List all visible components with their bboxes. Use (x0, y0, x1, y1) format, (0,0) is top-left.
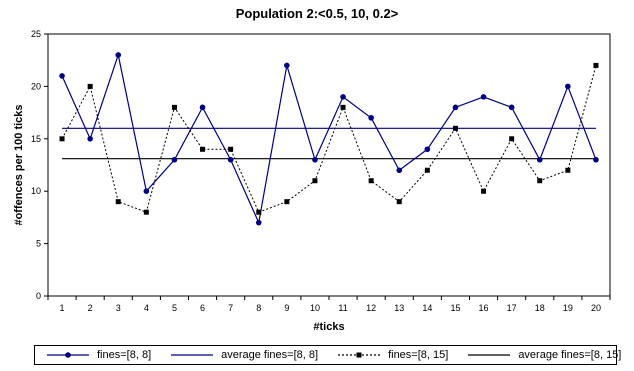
series-line-2 (61, 65, 597, 213)
x-tick-label: 7 (228, 303, 233, 313)
x-tick-label: 15 (450, 303, 460, 313)
legend-swatch (47, 352, 89, 358)
data-point (228, 146, 234, 152)
data-point (284, 199, 290, 205)
x-tick-label: 8 (256, 303, 261, 313)
legend-item: fines=[8, 15] (336, 349, 448, 361)
data-point (284, 62, 290, 69)
data-point (509, 136, 515, 142)
legend: fines=[8, 8] average fines=[8, 8] fines=[8… (34, 345, 621, 365)
y-tick-label: 5 (36, 239, 41, 249)
x-tick-label: 17 (507, 303, 517, 313)
data-point (312, 156, 318, 163)
data-point (452, 104, 459, 111)
data-point (452, 125, 458, 131)
y-tick-label: 0 (36, 291, 41, 301)
data-point (565, 167, 571, 173)
x-tick-label: 19 (563, 303, 573, 313)
data-point (200, 146, 206, 152)
plot-area-frame (47, 33, 611, 297)
x-tick-label: 5 (172, 303, 177, 313)
x-tick-label: 6 (200, 303, 205, 313)
x-tick-label: 12 (366, 303, 376, 313)
data-point (115, 199, 121, 205)
data-point (171, 104, 177, 110)
data-point (537, 178, 543, 184)
data-point (593, 156, 599, 163)
x-axis-title: #ticks (313, 321, 344, 333)
x-tick-label: 9 (284, 303, 289, 313)
x-tick-label: 16 (479, 303, 489, 313)
data-point (396, 199, 402, 205)
data-point (199, 104, 206, 111)
y-tick-label: 10 (31, 186, 41, 196)
legend-label: average fines=[8, 8] (221, 349, 319, 361)
data-point (368, 115, 374, 121)
legend-label: fines=[8, 15] (388, 349, 449, 361)
legend-item: average fines=[8, 8] (169, 349, 318, 361)
legend-label: fines=[8, 8] (97, 349, 152, 361)
x-tick-label: 1 (60, 303, 65, 313)
chart-title: Population 2:<0.5, 10, 0.2> (235, 6, 399, 21)
data-point (424, 167, 430, 173)
data-point (368, 178, 374, 184)
y-tick-label: 20 (31, 81, 41, 91)
data-point (227, 156, 234, 163)
data-point (480, 94, 487, 100)
data-point (115, 52, 122, 58)
data-point (508, 104, 515, 111)
legend-label: average fines=[8, 15] (518, 349, 622, 361)
data-point (256, 209, 262, 215)
x-tick-label: 20 (591, 303, 601, 313)
y-tick-label: 25 (31, 29, 41, 39)
y-axis-title: #offences per 100 ticks (13, 104, 25, 225)
data-point (593, 62, 599, 68)
data-point (171, 156, 178, 163)
x-tick-label: 10 (310, 303, 320, 313)
x-tick-label: 11 (338, 303, 347, 313)
data-point (424, 146, 431, 153)
x-tick-label: 3 (116, 303, 121, 313)
data-point (59, 136, 65, 142)
data-point (340, 94, 346, 100)
data-point (481, 188, 487, 194)
x-tick-label: 13 (394, 303, 404, 313)
x-tick-label: 14 (422, 303, 432, 313)
data-point (143, 209, 149, 215)
x-tick-label: 18 (535, 303, 545, 313)
series-line-0 (61, 52, 597, 225)
x-tick-label: 4 (144, 303, 149, 313)
data-point (87, 136, 93, 142)
legend-swatch (468, 354, 511, 356)
data-point (87, 83, 93, 89)
x-tick-label: 2 (88, 303, 93, 313)
data-point (143, 188, 150, 194)
legend-swatch (171, 354, 214, 356)
data-point (396, 167, 403, 174)
y-tick-label: 15 (31, 134, 41, 144)
data-point (536, 156, 543, 163)
data-point (59, 73, 65, 79)
legend-item: fines=[8, 8] (45, 349, 151, 361)
data-point (312, 178, 318, 184)
data-point (340, 104, 346, 110)
legend-item: average fines=[8, 15] (466, 349, 621, 361)
data-point (255, 219, 262, 226)
legend-swatch (338, 352, 381, 358)
data-point (565, 83, 571, 90)
